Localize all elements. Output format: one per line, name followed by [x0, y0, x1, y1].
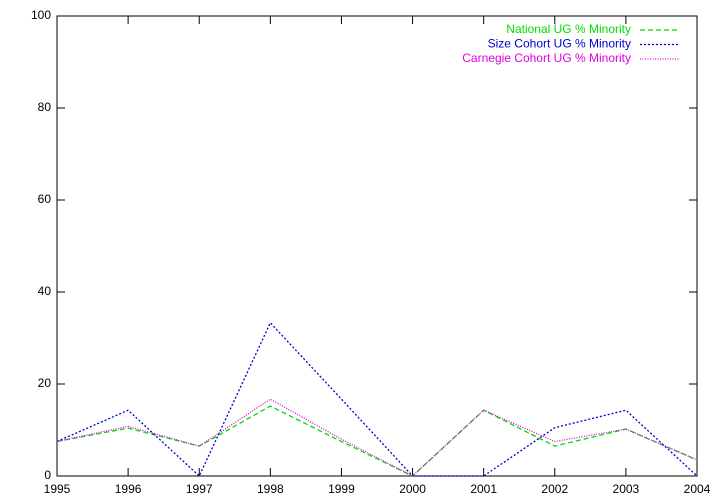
series-line — [56, 321, 698, 478]
y-tick-label: 60 — [38, 192, 52, 206]
x-tick-label: 1999 — [328, 482, 355, 496]
x-tick-label: 2004 — [684, 482, 711, 496]
x-tick-label: 1998 — [257, 482, 284, 496]
y-tick-label: 80 — [38, 100, 52, 114]
y-tick-label: 0 — [44, 468, 51, 482]
x-tick-label: 1996 — [115, 482, 142, 496]
x-tick-label: 1997 — [186, 482, 213, 496]
series-line — [56, 398, 698, 477]
x-tick-label: 2002 — [541, 482, 568, 496]
x-tick-label: 2001 — [470, 482, 497, 496]
y-tick-label: 20 — [38, 376, 52, 390]
x-tick-label: 2000 — [399, 482, 426, 496]
legend-label: Carnegie Cohort UG % Minority — [462, 51, 631, 65]
plot-frame — [56, 15, 698, 477]
series-line — [56, 405, 698, 477]
x-tick-label: 2003 — [613, 482, 640, 496]
y-tick-label: 100 — [31, 8, 51, 22]
x-tick-label: 1995 — [44, 482, 71, 496]
legend-label: National UG % Minority — [506, 22, 631, 36]
y-tick-label: 40 — [38, 284, 52, 298]
legend-label: Size Cohort UG % Minority — [488, 37, 631, 51]
